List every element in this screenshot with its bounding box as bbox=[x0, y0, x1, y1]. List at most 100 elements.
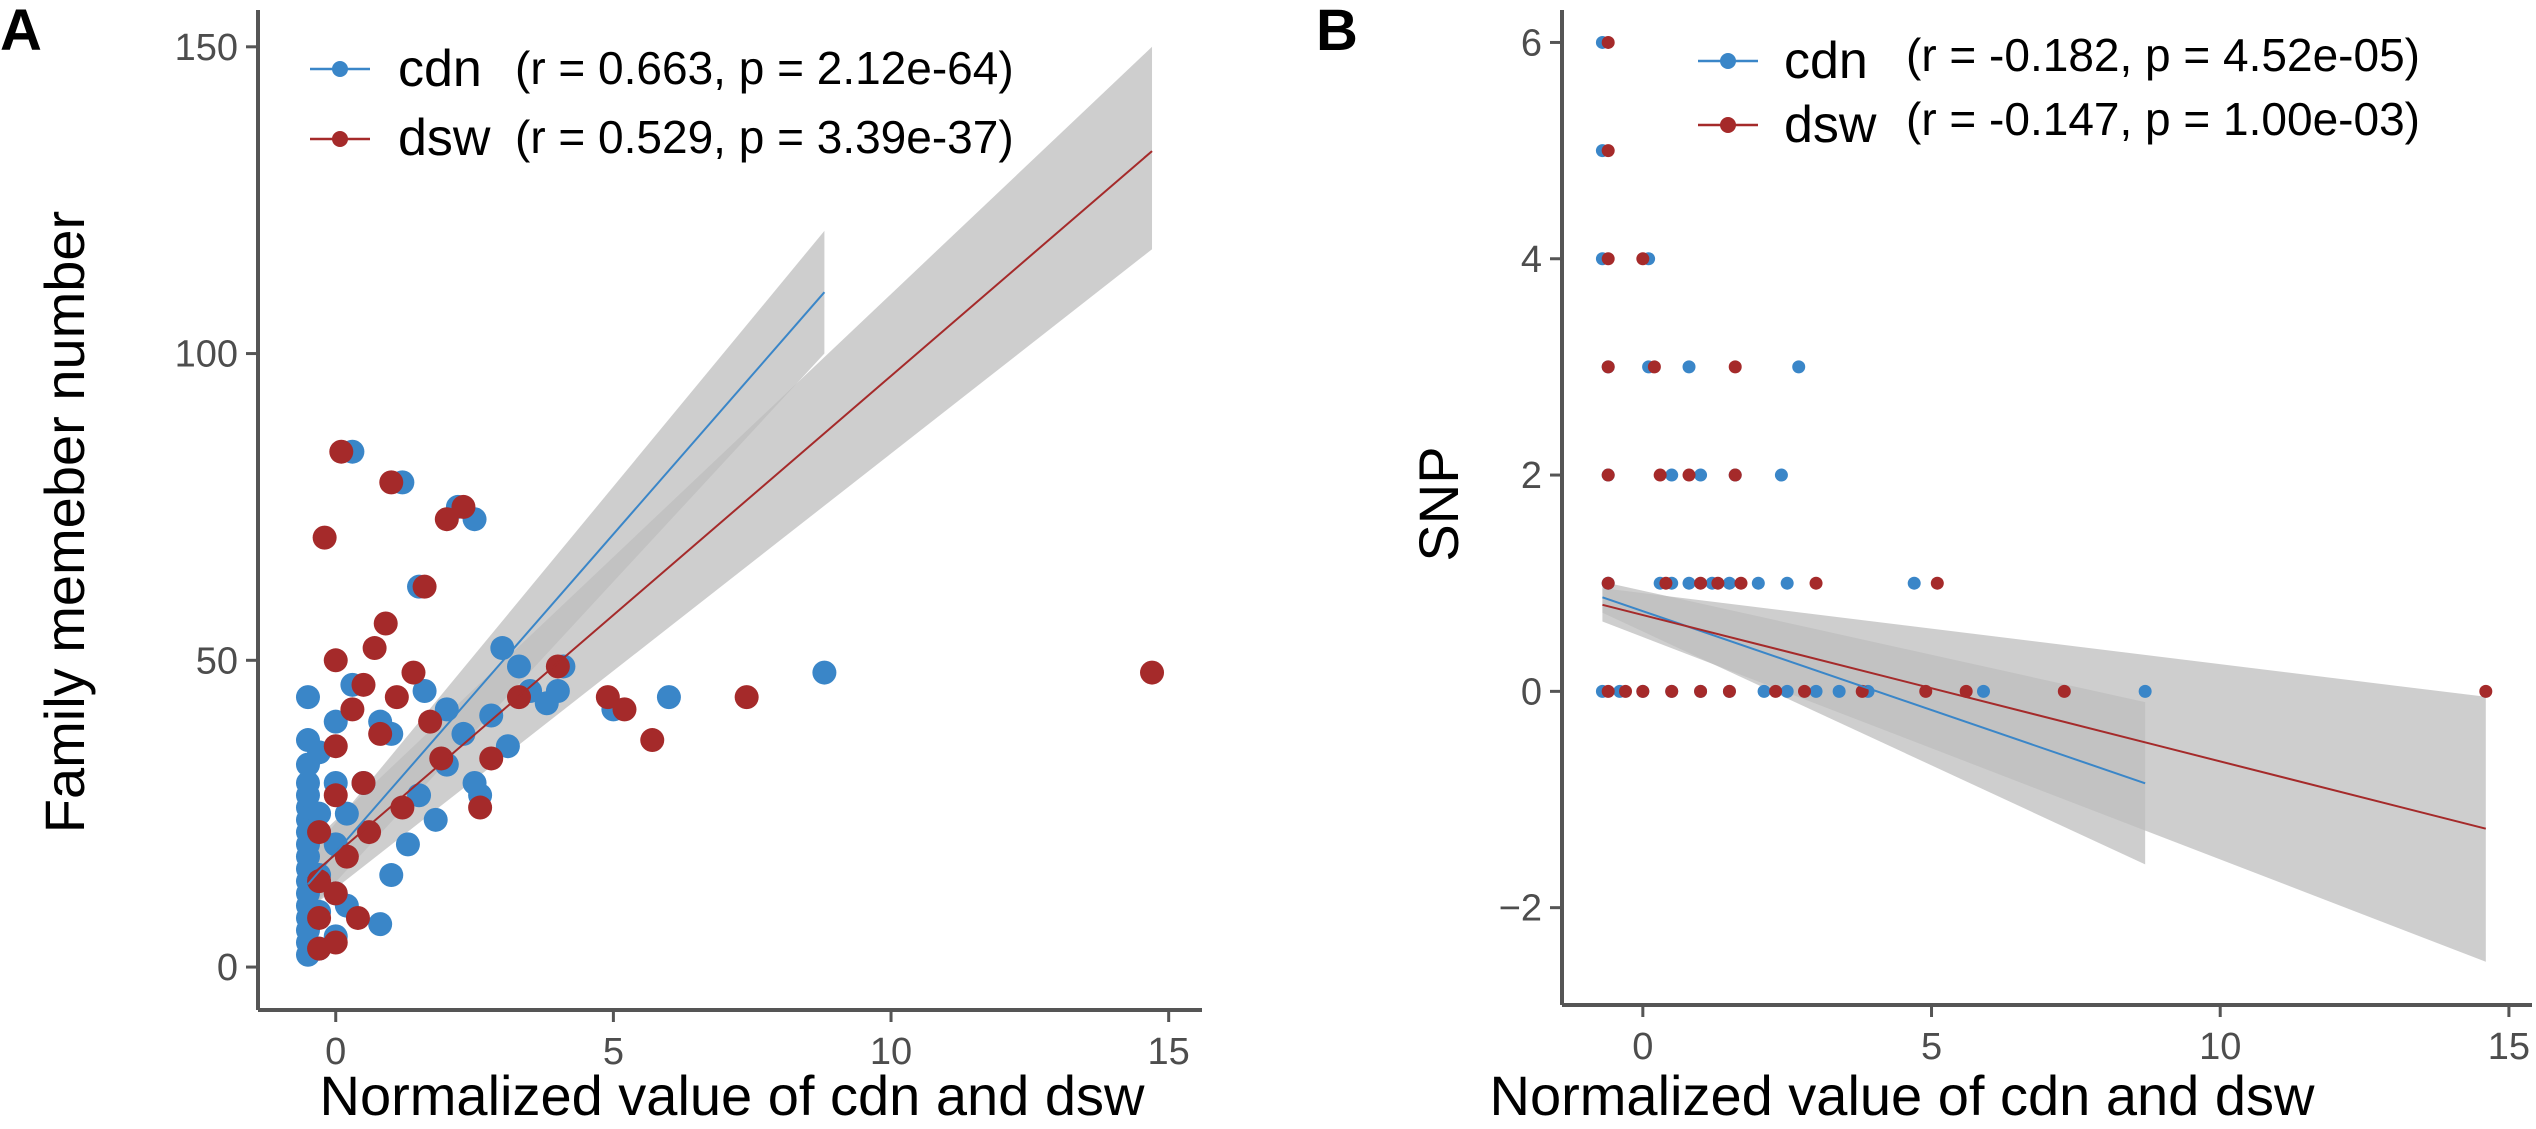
point-dsw bbox=[307, 820, 332, 845]
point-dsw bbox=[1601, 144, 1615, 158]
point-cdn bbox=[1832, 684, 1846, 698]
panel-b-x-axis-title: Normalized value of cdn and dsw bbox=[1490, 1064, 2315, 1124]
legend-dsw-dot bbox=[332, 131, 348, 147]
point-dsw bbox=[1665, 684, 1679, 698]
point-dsw bbox=[379, 470, 404, 495]
point-cdn bbox=[451, 721, 476, 746]
fit-line-dsw bbox=[307, 150, 1153, 879]
point-dsw bbox=[345, 905, 370, 930]
legend-cdn-stats: (r = 0.663, p = 2.12e-64) bbox=[515, 42, 1014, 94]
point-dsw bbox=[362, 636, 387, 661]
point-cdn bbox=[479, 703, 504, 728]
point-dsw bbox=[323, 930, 348, 955]
y-tick-label: 100 bbox=[175, 334, 238, 376]
point-dsw bbox=[323, 881, 348, 906]
panel-b-points-layer bbox=[1595, 35, 2493, 698]
point-dsw bbox=[2479, 684, 2493, 698]
point-dsw bbox=[545, 654, 570, 679]
point-cdn bbox=[434, 697, 459, 722]
point-dsw bbox=[1682, 468, 1696, 482]
point-cdn bbox=[1780, 576, 1794, 590]
point-dsw bbox=[312, 525, 337, 550]
point-dsw bbox=[307, 869, 332, 894]
point-dsw bbox=[734, 685, 759, 710]
y-tick-label: 0 bbox=[217, 947, 238, 989]
y-tick-label: 150 bbox=[175, 27, 238, 69]
point-cdn bbox=[1751, 576, 1765, 590]
x-tick-label: 10 bbox=[2199, 1026, 2241, 1068]
point-dsw bbox=[329, 439, 354, 464]
legend-cdn-label: cdn bbox=[1784, 32, 1868, 90]
panel-b-fit-layer bbox=[1602, 596, 2487, 830]
point-dsw bbox=[451, 494, 476, 519]
legend-dsw-stats: (r = -0.147, p = 1.00e-03) bbox=[1906, 93, 2420, 145]
panel-b-y-axis-title: SNP bbox=[1407, 446, 1470, 561]
point-dsw bbox=[1636, 684, 1650, 698]
point-cdn bbox=[1780, 684, 1794, 698]
fit-line-dsw bbox=[1602, 603, 2487, 830]
legend-dsw-dot bbox=[1720, 117, 1736, 133]
point-dsw bbox=[1140, 660, 1165, 685]
point-dsw bbox=[390, 795, 415, 820]
point-cdn bbox=[812, 660, 837, 685]
point-dsw bbox=[1694, 576, 1708, 590]
point-cdn bbox=[412, 678, 437, 703]
point-dsw bbox=[418, 709, 443, 734]
point-cdn bbox=[1792, 360, 1806, 374]
x-tick-label: 15 bbox=[1148, 1031, 1190, 1073]
point-dsw bbox=[2057, 684, 2071, 698]
point-dsw bbox=[401, 660, 426, 685]
point-cdn bbox=[368, 912, 393, 937]
panel-a-ci-layer bbox=[307, 46, 1153, 912]
point-dsw bbox=[1728, 360, 1742, 374]
x-tick-label: 0 bbox=[325, 1031, 346, 1073]
point-dsw bbox=[1647, 360, 1661, 374]
panel-b-letter: B bbox=[1316, 0, 1358, 63]
point-dsw bbox=[323, 783, 348, 808]
y-tick-label: 0 bbox=[1521, 671, 1542, 713]
legend-cdn-dot bbox=[332, 61, 348, 77]
point-cdn bbox=[323, 709, 348, 734]
panel-a-fit-layer bbox=[307, 150, 1153, 885]
point-cdn bbox=[1774, 468, 1788, 482]
point-dsw bbox=[412, 574, 437, 599]
point-dsw bbox=[323, 734, 348, 759]
y-tick-label: 4 bbox=[1521, 239, 1542, 281]
point-cdn bbox=[495, 734, 520, 759]
point-cdn bbox=[1694, 468, 1708, 482]
point-dsw bbox=[1659, 576, 1673, 590]
point-cdn bbox=[1722, 576, 1736, 590]
point-cdn bbox=[295, 771, 320, 796]
point-cdn bbox=[334, 801, 359, 826]
point-dsw bbox=[640, 728, 665, 753]
point-dsw bbox=[1809, 576, 1823, 590]
point-dsw bbox=[1728, 468, 1742, 482]
point-cdn bbox=[545, 678, 570, 703]
legend-cdn-dot bbox=[1720, 53, 1736, 69]
panel-b: B 0 5 10 15 −2 0 2 4 6 Normalized value of cdn a… bbox=[1316, 0, 2532, 1127]
point-dsw bbox=[1601, 468, 1615, 482]
point-cdn bbox=[307, 801, 332, 826]
panel-a-x-axis-title: Normalized value of cdn and dsw bbox=[320, 1064, 1145, 1124]
panel-a-y-axis-title: Family memeber number bbox=[33, 211, 96, 833]
point-cdn bbox=[407, 783, 432, 808]
y-tick-label: 6 bbox=[1521, 22, 1542, 64]
panel-b-legend: cdn (r = -0.182, p = 4.52e-05) dsw (r = … bbox=[1698, 29, 2420, 154]
point-cdn bbox=[1757, 684, 1771, 698]
point-dsw bbox=[1734, 576, 1748, 590]
point-cdn bbox=[1907, 576, 1921, 590]
x-tick-label: 15 bbox=[2488, 1026, 2530, 1068]
point-cdn bbox=[1682, 360, 1696, 374]
point-dsw bbox=[595, 685, 620, 710]
point-dsw bbox=[479, 746, 504, 771]
point-dsw bbox=[1653, 468, 1667, 482]
point-cdn bbox=[1682, 576, 1696, 590]
point-dsw bbox=[468, 795, 493, 820]
point-cdn bbox=[656, 685, 681, 710]
point-dsw bbox=[340, 697, 365, 722]
point-cdn bbox=[295, 685, 320, 710]
